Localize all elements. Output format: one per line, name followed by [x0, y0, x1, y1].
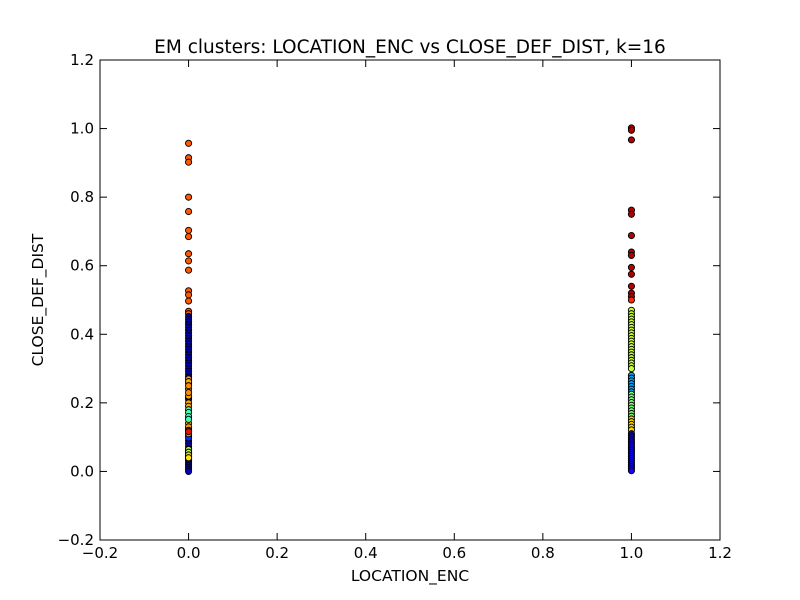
data-point — [185, 467, 193, 475]
y-tick-label: −0.2 — [58, 531, 94, 549]
data-point — [185, 297, 193, 305]
plot-frame — [99, 59, 721, 541]
y-tick-label: 1.0 — [70, 120, 94, 138]
data-point — [185, 193, 193, 201]
x-tick-label: −0.2 — [82, 544, 118, 562]
x-axis-label: LOCATION_ENC — [351, 567, 469, 586]
data-point — [627, 282, 635, 290]
y-tick-label: 0.8 — [70, 188, 94, 206]
data-point — [627, 251, 635, 259]
data-point — [185, 257, 193, 265]
data-points — [185, 124, 635, 475]
axis-ticks: −0.2 0.0 0.2 0.4 0.6 0.8 1.0 1.2 −0.2 0.0 0.2 0.4 0.… — [58, 51, 732, 562]
y-tick-label: 0.6 — [70, 257, 94, 275]
data-point — [627, 296, 635, 304]
y-tick-label: 0.4 — [70, 325, 94, 343]
data-point — [185, 226, 193, 234]
data-point — [185, 389, 193, 397]
y-tick-label: 0.2 — [70, 394, 94, 412]
y-tick-label: 1.2 — [70, 51, 94, 69]
x-tick-label: 1.2 — [708, 544, 732, 562]
data-point — [185, 158, 193, 166]
data-point — [185, 428, 193, 436]
data-point — [185, 266, 193, 274]
x-tick-label: 0.6 — [442, 544, 466, 562]
x-tick-label: 0.8 — [531, 544, 555, 562]
data-point — [627, 126, 635, 134]
x-tick-label: 0.0 — [177, 544, 201, 562]
data-point — [185, 207, 193, 216]
chart-title: EM clusters: LOCATION_ENC vs CLOSE_DEF_D… — [154, 37, 666, 58]
data-point — [627, 136, 635, 144]
y-axis-label: CLOSE_DEF_DIST — [29, 233, 48, 366]
data-point — [627, 270, 635, 278]
x-tick-label: 0.2 — [265, 544, 289, 562]
x-tick-label: 1.0 — [619, 544, 643, 562]
data-point — [185, 454, 193, 462]
data-point — [627, 210, 635, 218]
data-point — [627, 263, 635, 271]
x-tick-label: 0.4 — [354, 544, 378, 562]
data-point — [627, 365, 635, 373]
data-point — [627, 231, 635, 240]
y-tick-label: 0.0 — [70, 462, 94, 480]
data-point — [185, 291, 193, 299]
data-point — [185, 415, 193, 423]
data-point — [185, 250, 193, 258]
data-point — [627, 467, 635, 475]
data-point — [185, 139, 193, 147]
data-point — [185, 382, 193, 390]
data-point — [185, 233, 193, 241]
